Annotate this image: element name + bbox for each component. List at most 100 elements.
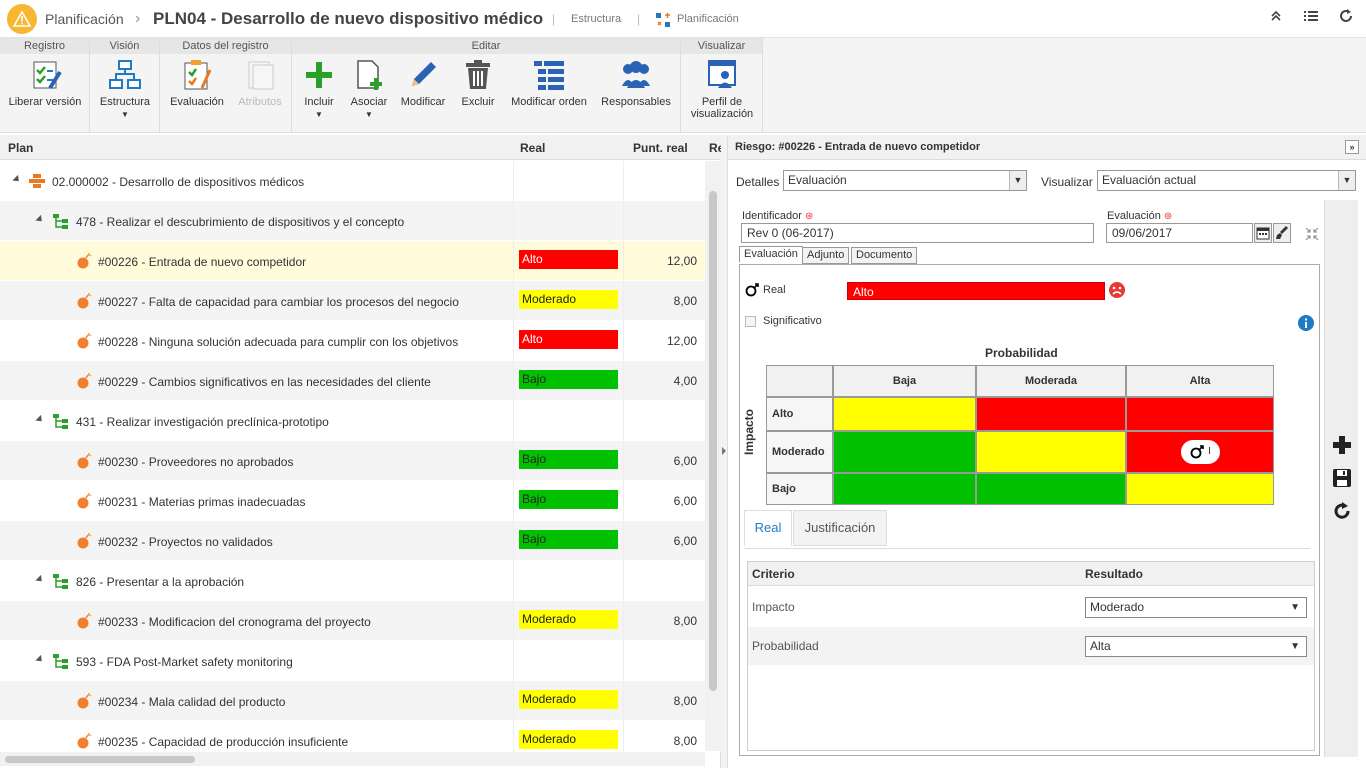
risk-row[interactable]: #00228 - Ninguna solución adecuada para … (0, 321, 705, 361)
score-value: 12,00 (666, 334, 697, 348)
visualizar-label: Visualizar (1041, 175, 1093, 189)
expand-triangle-icon[interactable] (35, 574, 45, 585)
button-label: Atributos (238, 96, 282, 108)
risk-row[interactable]: #00226 - Entrada de nuevo competidor Alto… (0, 241, 705, 281)
save-icon[interactable] (1332, 468, 1352, 488)
responsables-button[interactable]: Responsables (598, 58, 674, 108)
scrollbar-thumb[interactable] (5, 756, 195, 763)
real-cell: Moderado (513, 601, 623, 641)
real-label: Real (763, 284, 786, 296)
task-row[interactable]: 431 - Realizar investigación preclínica-… (0, 401, 705, 441)
root-row[interactable]: 02.000002 - Desarrollo de dispositivos m… (0, 161, 705, 201)
risk-row[interactable]: #00233 - Modificacion del cronograma del… (0, 601, 705, 641)
expand-icon[interactable]: » (1345, 140, 1359, 154)
matrix-cell[interactable] (833, 473, 976, 505)
matrix-cell[interactable] (976, 431, 1126, 473)
scrollbar-thumb[interactable] (709, 191, 717, 691)
plan-cell: 593 - FDA Post-Market safety monitoring (0, 641, 513, 681)
clear-brush-icon[interactable] (1273, 223, 1291, 243)
probabilidad-select[interactable]: Alta ▼ (1085, 636, 1307, 657)
impact-title: Impacto (742, 408, 757, 456)
impacto-select[interactable]: Moderado ▼ (1085, 597, 1307, 618)
matrix-cell[interactable] (1126, 473, 1274, 505)
perfil-visualizacion-button[interactable]: Perfil de visualización (687, 58, 757, 120)
modificar-orden-button[interactable]: Modificar orden (508, 58, 590, 108)
liberar-version-button[interactable]: Liberar versión (4, 58, 86, 108)
subtab-adjunto[interactable]: Adjunto (802, 247, 850, 264)
group-title: Visión (90, 38, 159, 54)
profile-view-icon (705, 58, 739, 92)
matrix-row-header: Alto (766, 397, 833, 431)
risk-row[interactable]: #00231 - Materias primas inadecuadas Bajo… (0, 481, 705, 521)
risk-row[interactable]: #00232 - Proyectos no validados Bajo 6,00 (0, 521, 705, 561)
task-icon (52, 213, 70, 229)
group-visualizar: Visualizar Perfil de visualización (681, 38, 763, 132)
task-icon (52, 573, 70, 589)
vertical-scrollbar[interactable] (705, 161, 721, 751)
matrix-cell[interactable] (1126, 397, 1274, 431)
modificar-button[interactable]: Modificar (398, 58, 448, 108)
plan-cell: 02.000002 - Desarrollo de dispositivos m… (0, 161, 513, 201)
atributos-button[interactable]: Atributos (234, 58, 286, 108)
horizontal-scrollbar[interactable] (0, 752, 705, 766)
row-label: 431 - Realizar investigación preclínica-… (76, 415, 329, 429)
matrix-cell[interactable] (833, 431, 976, 473)
column-header-punt-real[interactable]: Punt. real (633, 141, 688, 155)
identificador-input[interactable]: Rev 0 (06-2017) (741, 223, 1094, 243)
expand-triangle-icon[interactable] (35, 654, 45, 665)
task-row[interactable]: 478 - Realizar el descubrimiento de disp… (0, 201, 705, 241)
add-icon[interactable] (1332, 435, 1352, 455)
button-label: Excluir (461, 96, 495, 108)
matrix-cell[interactable]: I (1126, 431, 1274, 473)
plan-cell: #00228 - Ninguna solución adecuada para … (0, 321, 513, 361)
plus-icon (302, 58, 336, 92)
column-header-more[interactable]: Re (709, 141, 725, 155)
criterio-cell: Impacto (752, 600, 795, 614)
risk-bomb-icon (76, 733, 92, 749)
column-header-real[interactable]: Real (520, 141, 546, 155)
excluir-button[interactable]: Excluir (456, 58, 500, 108)
expand-triangle-icon[interactable] (12, 174, 22, 185)
incluir-button[interactable]: Incluir ▼ (296, 58, 342, 119)
detalles-select[interactable]: Evaluación ▼ (783, 170, 1027, 191)
app-title[interactable]: Planificación (45, 11, 124, 27)
risk-row[interactable]: #00229 - Cambios significativos en las n… (0, 361, 705, 401)
risk-row[interactable]: #00234 - Mala calidad del producto Modera… (0, 681, 705, 721)
visualizar-select[interactable]: Evaluación actual ▼ (1097, 170, 1356, 191)
calendar-icon[interactable] (1254, 223, 1272, 243)
expand-triangle-icon[interactable] (35, 214, 45, 225)
undo-icon[interactable] (1332, 501, 1352, 521)
collapse-icon[interactable] (1266, 8, 1286, 28)
matrix-column-header: Moderada (976, 365, 1126, 397)
tab-real[interactable]: Real (744, 510, 792, 546)
evaluacion-date-input[interactable]: 09/06/2017 (1106, 223, 1253, 243)
info-icon[interactable] (1298, 315, 1314, 331)
list-icon[interactable] (1301, 8, 1321, 28)
risk-row[interactable]: #00230 - Proveedores no aprobados Bajo 6,0… (0, 441, 705, 481)
matrix-cell[interactable] (976, 397, 1126, 431)
panel-splitter[interactable] (721, 135, 727, 768)
plan-tree-grid: Plan Real Punt. real Re 02.000002 - Desa… (0, 135, 725, 768)
evaluacion-button[interactable]: Evaluación (166, 58, 228, 108)
task-row[interactable]: 593 - FDA Post-Market safety monitoring (0, 641, 705, 681)
level-badge: Moderado (519, 290, 618, 309)
shrink-icon[interactable] (1305, 227, 1319, 241)
estructura-button[interactable]: Estructura ▼ (94, 58, 156, 119)
task-row[interactable]: 826 - Presentar a la aprobación (0, 561, 705, 601)
matrix-cell[interactable] (833, 397, 976, 431)
refresh-icon[interactable] (1336, 8, 1356, 28)
column-header-plan[interactable]: Plan (8, 141, 34, 155)
link-planificacion[interactable]: Planificación (677, 13, 739, 25)
chevron-down-icon: ▼ (1338, 171, 1355, 190)
tab-justificacion[interactable]: Justificación (793, 510, 887, 546)
risk-row[interactable]: #00227 - Falta de capacidad para cambiar… (0, 281, 705, 321)
subtab-evaluacion[interactable]: Evaluación (739, 246, 803, 263)
significativo-checkbox[interactable] (745, 316, 756, 327)
plan-cell: #00231 - Materias primas inadecuadas (0, 481, 513, 521)
link-estructura[interactable]: Estructura (571, 13, 622, 25)
column-header-criterio: Criterio (752, 567, 795, 581)
subtab-documento[interactable]: Documento (851, 247, 918, 264)
asociar-button[interactable]: Asociar ▼ (346, 58, 392, 119)
matrix-cell[interactable] (976, 473, 1126, 505)
expand-triangle-icon[interactable] (35, 414, 45, 425)
